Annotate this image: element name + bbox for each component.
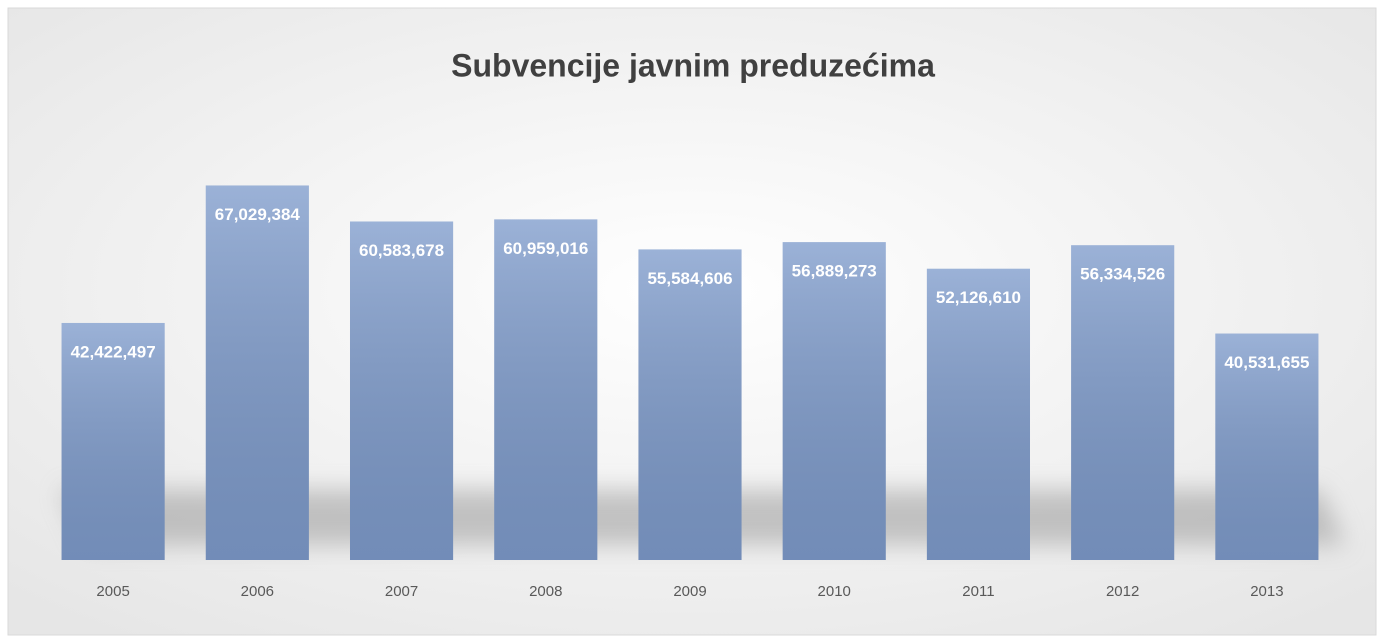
bar	[205, 185, 309, 560]
x-tick-label: 2009	[673, 583, 706, 600]
x-tick-label: 2012	[1106, 583, 1139, 600]
x-tick-label: 2005	[96, 583, 129, 600]
bar	[494, 219, 598, 561]
x-tick-label: 2008	[529, 583, 562, 600]
data-label: 60,583,678	[359, 241, 444, 260]
data-label: 55,584,606	[647, 269, 732, 288]
x-tick-label: 2013	[1250, 583, 1283, 600]
bar	[1071, 245, 1175, 560]
data-label: 42,422,497	[71, 342, 156, 361]
bar	[349, 221, 454, 560]
data-label: 52,126,610	[936, 288, 1021, 307]
data-label: 56,889,273	[792, 262, 877, 281]
x-tick-label: 2007	[385, 583, 418, 600]
data-label: 67,029,384	[215, 205, 301, 224]
data-label: 60,959,016	[503, 239, 588, 258]
x-tick-label: 2006	[241, 583, 274, 600]
chart-title: Subvencije javnim preduzećima	[451, 47, 935, 83]
bar	[782, 242, 886, 561]
bar	[926, 268, 1031, 560]
bar	[638, 249, 742, 560]
data-label: 40,531,655	[1224, 353, 1309, 372]
x-tick-label: 2011	[962, 583, 994, 600]
x-tick-label: 2010	[818, 583, 851, 600]
data-label: 56,334,526	[1080, 265, 1165, 284]
